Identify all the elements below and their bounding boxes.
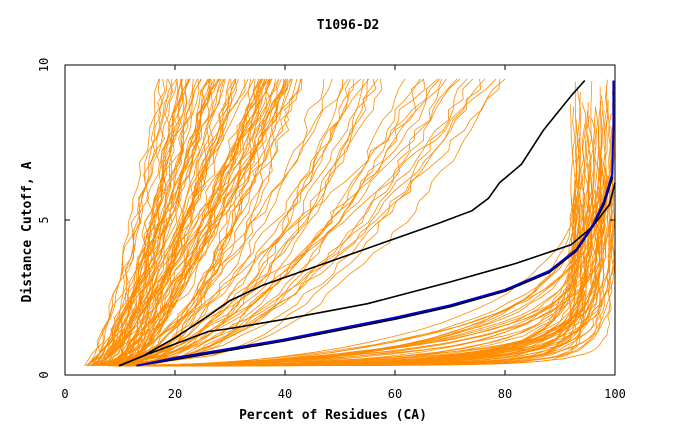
model-curve <box>114 78 183 366</box>
model-curve <box>99 78 191 366</box>
y-tick-label: 5 <box>37 216 51 223</box>
model-curve <box>136 78 343 367</box>
model-curve <box>118 78 406 367</box>
model-curve <box>164 102 587 367</box>
model-curve <box>104 78 269 367</box>
x-tick-label: 0 <box>61 387 68 401</box>
model-curve <box>117 78 265 366</box>
axis-ticks: 0 20 40 60 80 100 0 5 10 <box>37 58 626 401</box>
model-curve <box>132 163 591 367</box>
model-curve <box>92 78 260 367</box>
model-curve <box>100 78 164 366</box>
model-curve <box>128 78 264 366</box>
x-tick-label: 100 <box>604 387 626 401</box>
model-curve <box>131 78 212 366</box>
model-curve <box>112 78 293 367</box>
model-curve <box>101 78 184 366</box>
model-curve <box>88 78 246 367</box>
model-curve <box>133 100 602 367</box>
model-curve <box>94 78 302 367</box>
model-curve <box>103 78 184 366</box>
model-curve <box>121 78 202 366</box>
x-tick-label: 20 <box>168 387 182 401</box>
model-curve <box>129 78 271 366</box>
model-curves <box>84 78 615 367</box>
model-curve <box>132 78 226 366</box>
x-tick-label: 80 <box>498 387 512 401</box>
model-curve <box>103 78 301 367</box>
model-curve <box>109 78 421 367</box>
model-curve <box>127 119 579 367</box>
model-curve <box>122 78 236 366</box>
model-curve <box>84 78 178 366</box>
model-curve <box>85 78 249 367</box>
y-tick-label: 0 <box>37 371 51 378</box>
model-curve <box>89 78 364 367</box>
model-curve <box>99 78 252 367</box>
model-curve <box>172 188 594 367</box>
model-curve <box>148 175 611 367</box>
model-curve <box>103 78 325 367</box>
model-curve <box>92 78 377 367</box>
model-curve <box>124 118 596 367</box>
x-tick-label: 60 <box>388 387 402 401</box>
model-curve <box>135 78 351 367</box>
model-curve <box>120 191 615 367</box>
model-curve <box>118 78 303 367</box>
model-curve <box>147 78 425 367</box>
model-curve <box>138 78 355 367</box>
chart-title: T1096-D2 <box>317 18 380 33</box>
model-curve <box>106 78 497 367</box>
model-curve <box>149 79 609 367</box>
model-curve <box>124 95 604 367</box>
model-curve <box>166 115 590 367</box>
model-curve <box>87 78 168 366</box>
model-curve <box>140 78 461 367</box>
y-tick-label: 10 <box>37 58 51 72</box>
model-curve <box>130 109 605 367</box>
model-curve <box>126 78 426 367</box>
model-curve <box>115 78 230 366</box>
x-axis-label: Percent of Residues (CA) <box>239 408 427 423</box>
model-curve <box>103 78 379 367</box>
model-curve <box>140 78 282 367</box>
model-curve <box>129 78 506 367</box>
model-curve <box>133 78 468 367</box>
model-curve <box>123 78 232 366</box>
model-curve <box>114 78 289 367</box>
model-curve <box>107 78 474 367</box>
model-curve <box>112 78 383 367</box>
highlight-series-line-4 <box>136 80 615 367</box>
highlighted-series <box>118 79 616 367</box>
model-curve <box>117 78 237 366</box>
model-curve <box>86 78 221 366</box>
model-curve <box>115 92 581 367</box>
model-curve <box>105 78 263 367</box>
model-curve <box>116 78 447 367</box>
model-curve <box>117 78 260 367</box>
x-tick-label: 40 <box>278 387 292 401</box>
model-curve <box>134 78 368 367</box>
model-curve <box>149 104 574 367</box>
model-curve <box>164 107 612 367</box>
highlight-series-line-1 <box>118 79 586 367</box>
model-curve <box>136 78 264 366</box>
model-curve <box>145 101 593 367</box>
model-curve <box>97 78 166 366</box>
model-curve <box>117 78 486 367</box>
model-curve <box>143 78 288 367</box>
y-axis-label: Distance Cutoff, A <box>20 161 35 302</box>
model-curve <box>144 157 603 367</box>
model-curve <box>130 78 370 367</box>
